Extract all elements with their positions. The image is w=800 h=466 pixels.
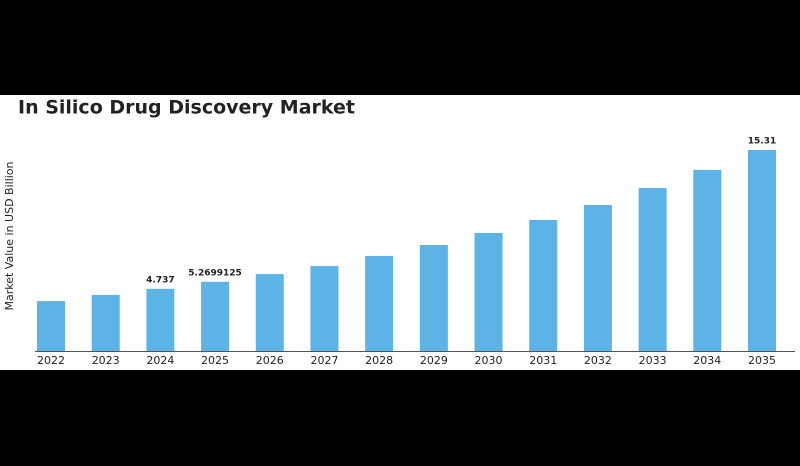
value-label: 4.737 xyxy=(146,275,174,285)
bar xyxy=(474,232,503,351)
x-tick-label: 2034 xyxy=(693,354,721,367)
bar xyxy=(365,255,394,351)
bar xyxy=(310,266,339,351)
value-label: 15.31 xyxy=(748,137,776,147)
bar xyxy=(201,281,230,351)
x-tick-label: 2028 xyxy=(365,354,393,367)
x-tick-label: 2023 xyxy=(92,354,120,367)
x-tick-label: 2029 xyxy=(420,354,448,367)
bar xyxy=(583,205,612,351)
chart-title: In Silico Drug Discovery Market xyxy=(18,97,355,119)
chart-background xyxy=(0,95,800,370)
x-tick-label: 2035 xyxy=(748,354,776,367)
bar xyxy=(638,188,667,351)
bar xyxy=(37,301,65,351)
x-tick-label: 2022 xyxy=(37,354,65,367)
x-tick-label: 2027 xyxy=(310,354,338,367)
value-label: 5.2699125 xyxy=(188,268,242,278)
bar xyxy=(91,294,120,351)
x-tick-label: 2031 xyxy=(529,354,557,367)
bar xyxy=(146,288,175,351)
x-tick-label: 2025 xyxy=(201,354,229,367)
bar xyxy=(529,219,558,351)
bar xyxy=(748,150,776,351)
bar xyxy=(419,245,448,351)
bar xyxy=(693,169,722,351)
x-tick-label: 2024 xyxy=(146,354,174,367)
x-tick-label: 2032 xyxy=(584,354,612,367)
x-tick-label: 2026 xyxy=(256,354,284,367)
x-tick-label: 2030 xyxy=(475,354,503,367)
y-axis-label: Market Value in USD Billion xyxy=(3,161,16,310)
bar xyxy=(255,274,284,351)
x-tick-label: 2033 xyxy=(639,354,667,367)
